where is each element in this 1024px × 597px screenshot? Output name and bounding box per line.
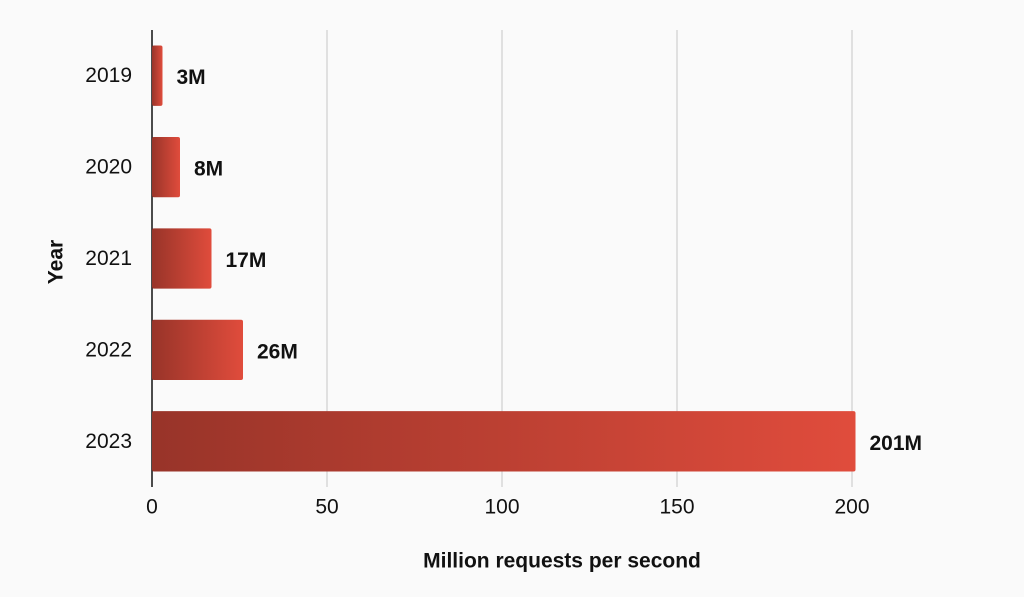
y-tick-label: 2019	[85, 64, 132, 87]
value-label: 26M	[257, 340, 298, 363]
value-label: 17M	[226, 249, 267, 272]
bar	[152, 228, 212, 289]
y-axis-label: Year	[45, 240, 68, 284]
x-tick-label: 50	[315, 496, 338, 519]
value-label: 8M	[194, 158, 223, 181]
bar	[152, 136, 180, 198]
y-tick-label: 2021	[85, 247, 132, 270]
bar	[152, 45, 163, 106]
x-tick-label: 0	[146, 496, 158, 519]
x-tick-label: 150	[659, 496, 694, 519]
bar	[152, 319, 243, 381]
y-tick-label: 2022	[85, 338, 132, 361]
bar	[152, 411, 856, 472]
y-tick-label: 2023	[85, 430, 132, 453]
x-tick-label: 200	[834, 496, 869, 519]
x-axis-label: Million requests per second	[423, 550, 701, 573]
x-tick-label: 100	[484, 496, 519, 519]
y-tick-label: 2020	[85, 156, 132, 179]
value-label: 201M	[870, 432, 923, 455]
value-label: 3M	[177, 66, 206, 89]
